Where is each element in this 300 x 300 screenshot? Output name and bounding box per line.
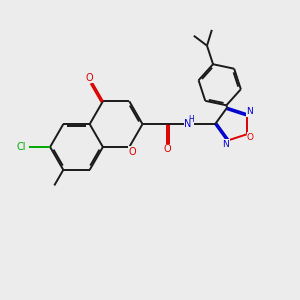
Text: O: O (247, 133, 254, 142)
Text: Cl: Cl (16, 142, 26, 152)
Text: N: N (223, 140, 229, 149)
Text: O: O (128, 147, 136, 157)
Text: H: H (188, 115, 194, 124)
Text: O: O (163, 144, 171, 154)
Text: O: O (85, 73, 93, 83)
Text: N: N (246, 107, 253, 116)
Text: N: N (184, 119, 192, 129)
